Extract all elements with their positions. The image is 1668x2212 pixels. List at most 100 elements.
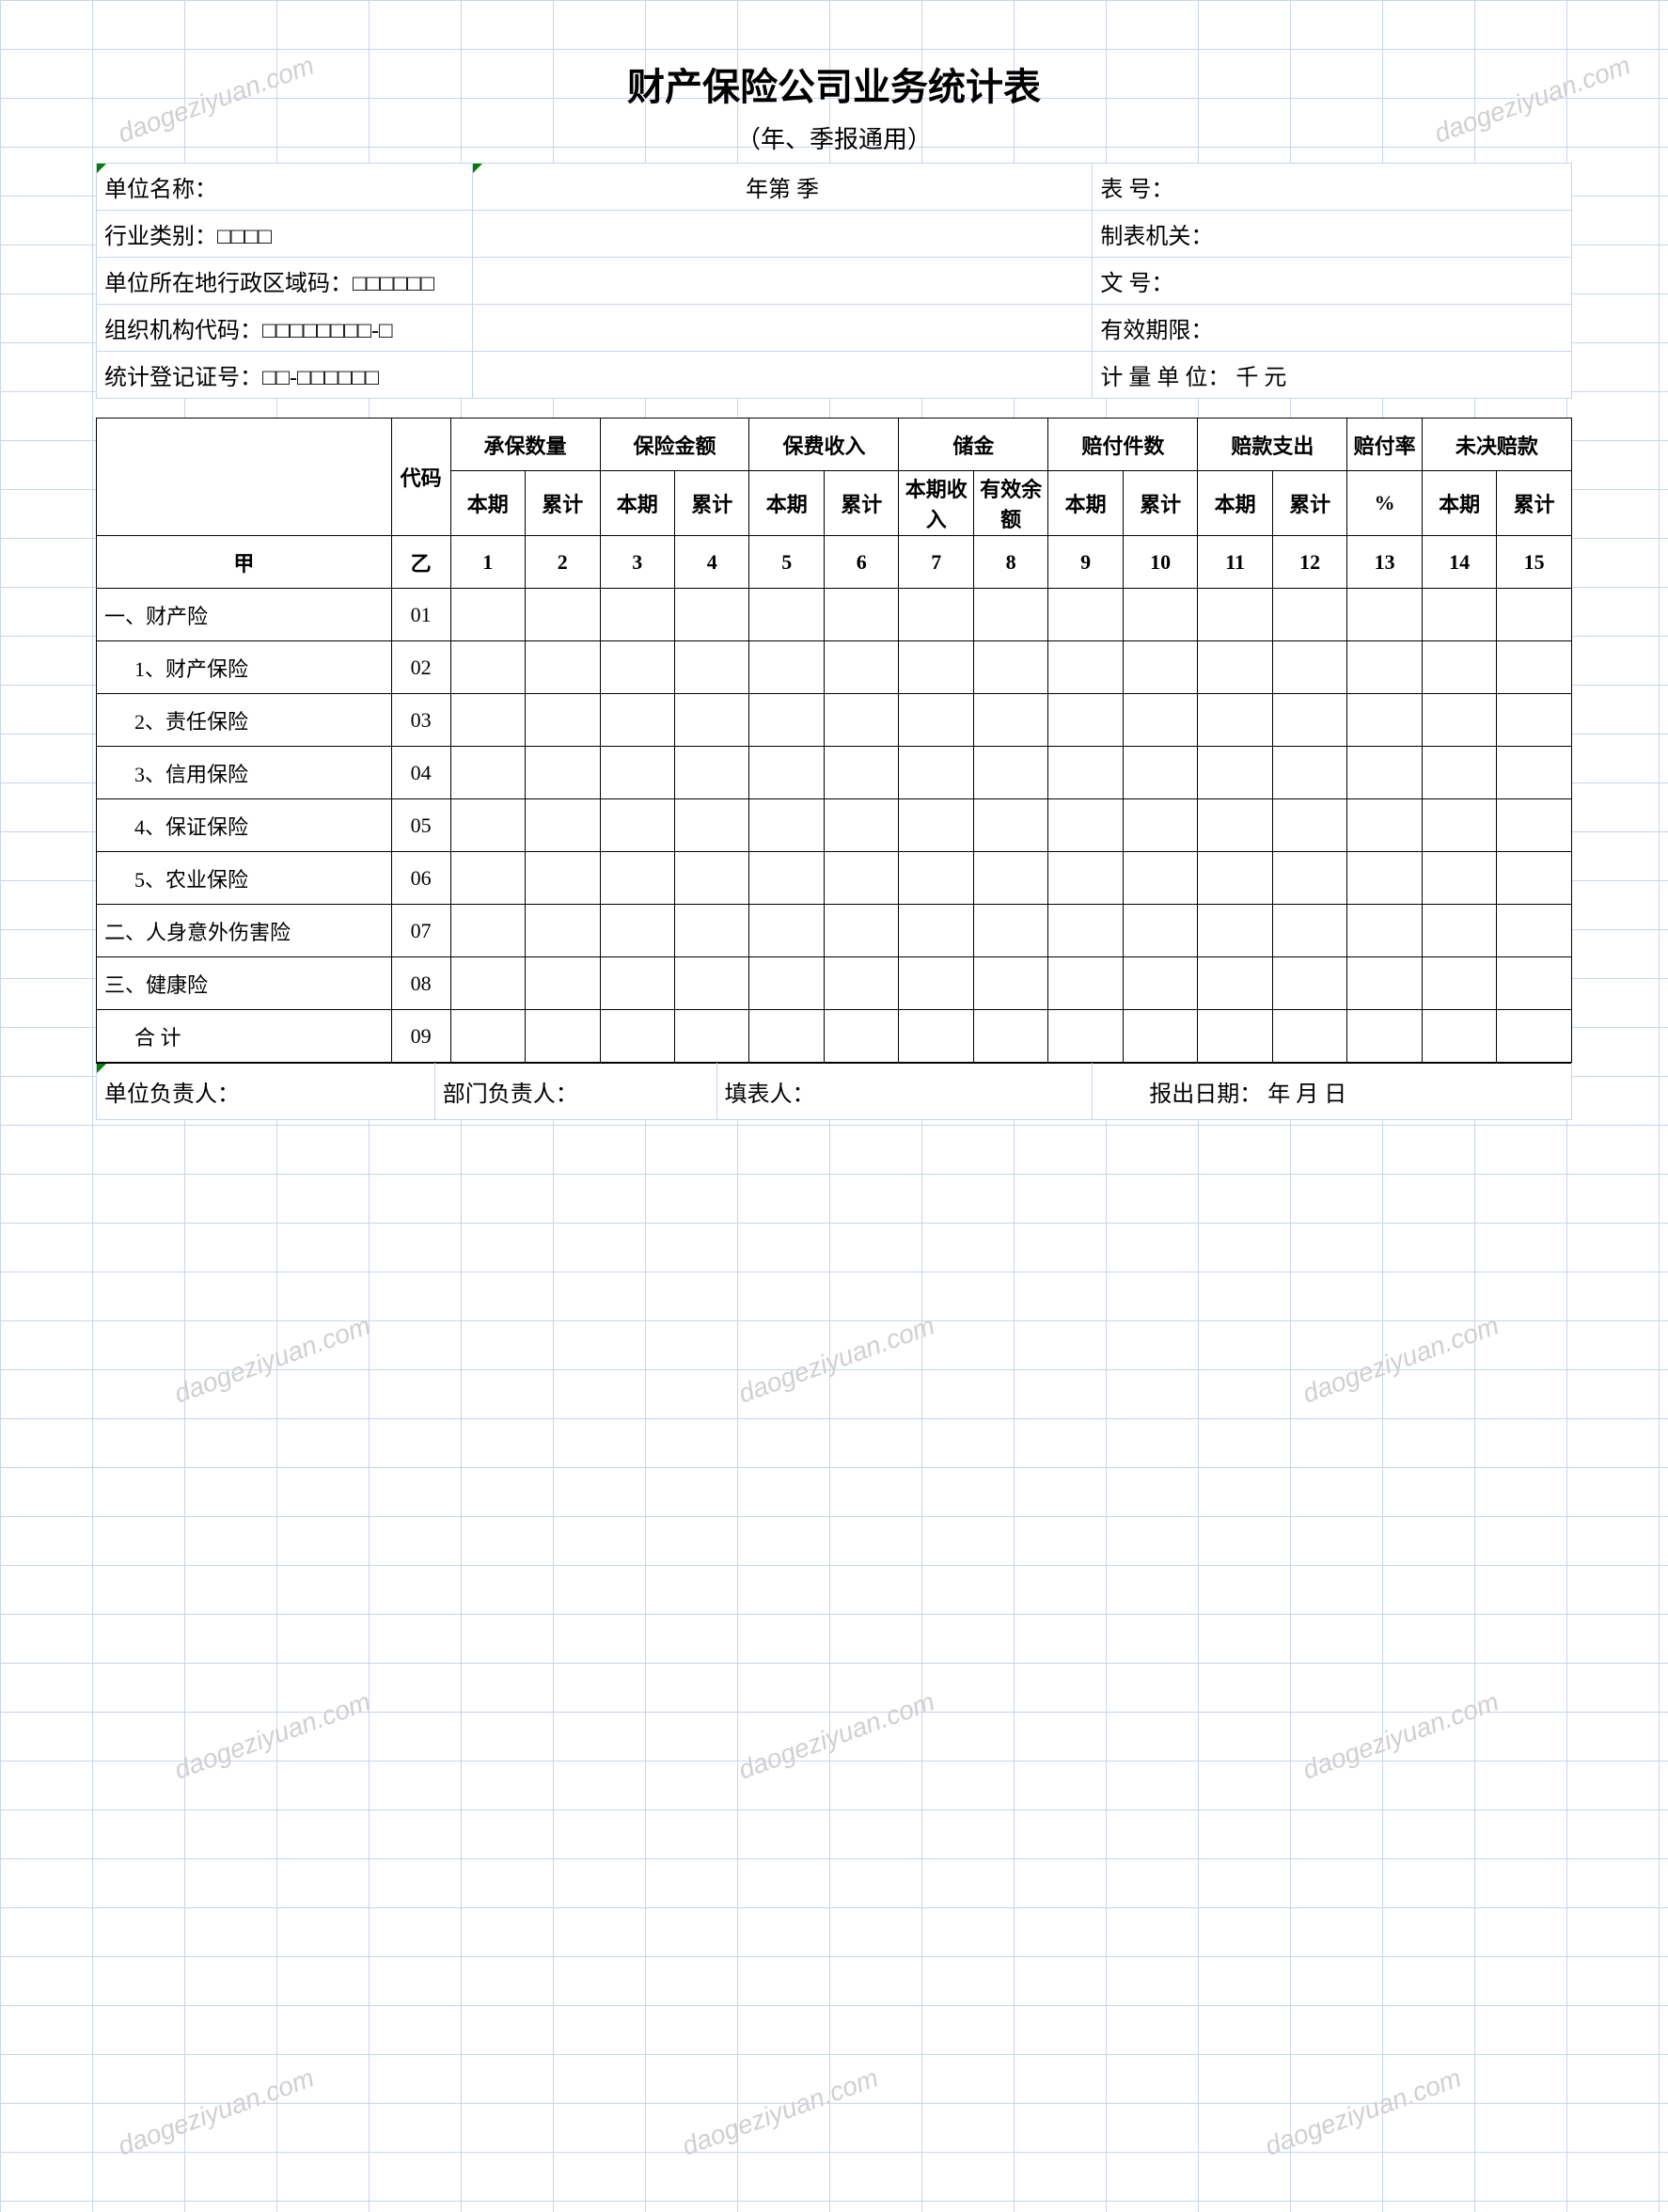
data-cell[interactable] (824, 905, 898, 957)
data-cell[interactable] (1422, 589, 1496, 641)
data-cell[interactable] (1422, 799, 1496, 852)
data-cell[interactable] (1198, 641, 1272, 694)
unit-name-cell[interactable]: 单位名称： (97, 164, 473, 211)
data-cell[interactable] (1422, 852, 1496, 905)
data-cell[interactable] (749, 694, 824, 747)
data-cell[interactable] (1497, 694, 1572, 747)
data-cell[interactable] (1272, 1010, 1346, 1063)
data-cell[interactable] (749, 589, 824, 641)
data-cell[interactable] (675, 747, 749, 799)
data-cell[interactable] (600, 1010, 674, 1063)
data-cell[interactable] (600, 694, 674, 747)
data-cell[interactable] (973, 905, 1047, 957)
data-cell[interactable] (1422, 694, 1496, 747)
dept-leader-cell[interactable]: 部门负责人： (434, 1064, 716, 1120)
data-cell[interactable] (1123, 957, 1197, 1010)
data-cell[interactable] (973, 957, 1047, 1010)
data-cell[interactable] (1048, 799, 1123, 852)
data-cell[interactable] (1198, 589, 1272, 641)
data-cell[interactable] (450, 1010, 525, 1063)
data-cell[interactable] (899, 799, 973, 852)
data-cell[interactable] (450, 957, 525, 1010)
data-cell[interactable] (1272, 799, 1346, 852)
data-cell[interactable] (1198, 957, 1272, 1010)
data-cell[interactable] (1497, 905, 1572, 957)
data-cell[interactable] (675, 1010, 749, 1063)
data-cell[interactable] (526, 957, 600, 1010)
data-cell[interactable] (1048, 852, 1123, 905)
data-cell[interactable] (749, 957, 824, 1010)
data-cell[interactable] (1048, 747, 1123, 799)
data-cell[interactable] (675, 799, 749, 852)
data-cell[interactable] (1272, 747, 1346, 799)
data-cell[interactable] (1347, 852, 1422, 905)
data-cell[interactable] (1272, 694, 1346, 747)
data-cell[interactable] (1272, 852, 1346, 905)
data-cell[interactable] (749, 799, 824, 852)
data-cell[interactable] (1123, 799, 1197, 852)
document-number-cell[interactable]: 文 号： (1093, 258, 1572, 305)
data-cell[interactable] (450, 747, 525, 799)
data-cell[interactable] (1272, 589, 1346, 641)
data-cell[interactable] (1497, 1010, 1572, 1063)
data-cell[interactable] (1347, 694, 1422, 747)
data-cell[interactable] (526, 589, 600, 641)
data-cell[interactable] (450, 589, 525, 641)
stat-reg-cell[interactable]: 统计登记证号：□□-□□□□□□ (97, 352, 473, 399)
data-cell[interactable] (450, 852, 525, 905)
data-cell[interactable] (1497, 957, 1572, 1010)
data-cell[interactable] (526, 852, 600, 905)
data-cell[interactable] (450, 694, 525, 747)
data-cell[interactable] (1497, 747, 1572, 799)
data-cell[interactable] (824, 589, 898, 641)
data-cell[interactable] (899, 747, 973, 799)
data-cell[interactable] (973, 747, 1047, 799)
data-cell[interactable] (973, 694, 1047, 747)
data-cell[interactable] (1048, 957, 1123, 1010)
data-cell[interactable] (1347, 641, 1422, 694)
data-cell[interactable] (526, 694, 600, 747)
data-cell[interactable] (899, 1010, 973, 1063)
data-cell[interactable] (973, 589, 1047, 641)
industry-type-cell[interactable]: 行业类别：□□□□ (97, 211, 473, 258)
data-cell[interactable] (1123, 852, 1197, 905)
data-cell[interactable] (1497, 799, 1572, 852)
data-cell[interactable] (824, 641, 898, 694)
data-cell[interactable] (450, 905, 525, 957)
data-cell[interactable] (526, 641, 600, 694)
data-cell[interactable] (675, 641, 749, 694)
data-cell[interactable] (1123, 641, 1197, 694)
data-cell[interactable] (675, 905, 749, 957)
data-cell[interactable] (1048, 905, 1123, 957)
data-cell[interactable] (1497, 641, 1572, 694)
data-cell[interactable] (1048, 641, 1123, 694)
data-cell[interactable] (749, 1010, 824, 1063)
data-cell[interactable] (600, 957, 674, 1010)
data-cell[interactable] (600, 852, 674, 905)
data-cell[interactable] (973, 641, 1047, 694)
data-cell[interactable] (526, 1010, 600, 1063)
data-cell[interactable] (675, 694, 749, 747)
form-number-cell[interactable]: 表 号： (1093, 164, 1572, 211)
data-cell[interactable] (1198, 799, 1272, 852)
data-cell[interactable] (1198, 1010, 1272, 1063)
data-cell[interactable] (824, 1010, 898, 1063)
data-cell[interactable] (1422, 1010, 1496, 1063)
data-cell[interactable] (600, 641, 674, 694)
data-cell[interactable] (1048, 1010, 1123, 1063)
data-cell[interactable] (1272, 641, 1346, 694)
data-cell[interactable] (1422, 747, 1496, 799)
data-cell[interactable] (824, 694, 898, 747)
data-cell[interactable] (824, 747, 898, 799)
data-cell[interactable] (1123, 589, 1197, 641)
data-cell[interactable] (600, 905, 674, 957)
data-cell[interactable] (1497, 589, 1572, 641)
data-cell[interactable] (1347, 799, 1422, 852)
data-cell[interactable] (973, 1010, 1047, 1063)
data-cell[interactable] (600, 747, 674, 799)
data-cell[interactable] (1422, 641, 1496, 694)
data-cell[interactable] (749, 905, 824, 957)
data-cell[interactable] (1198, 747, 1272, 799)
org-code-cell[interactable]: 组织机构代码：□□□□□□□□-□ (97, 305, 473, 352)
data-cell[interactable] (899, 641, 973, 694)
